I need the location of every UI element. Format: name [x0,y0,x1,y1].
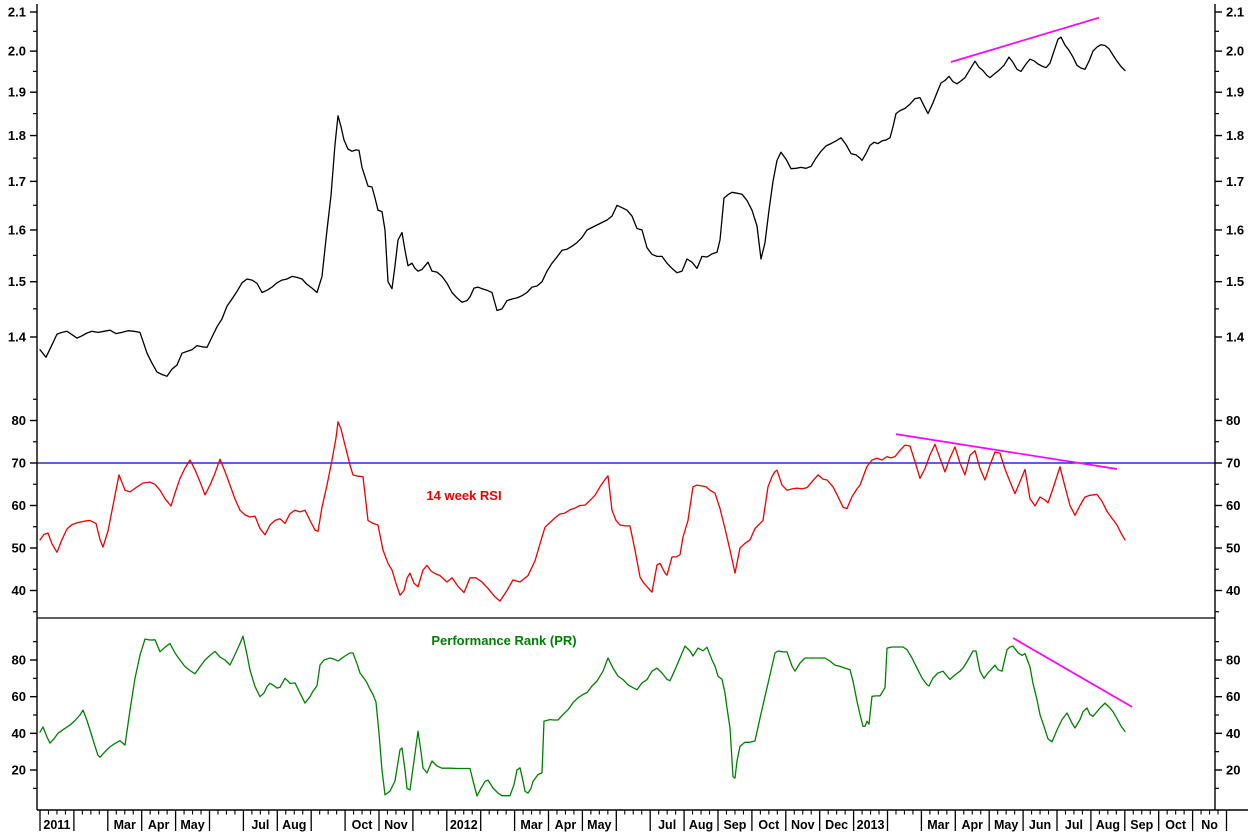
svg-text:80: 80 [12,413,26,428]
svg-text:80: 80 [1226,413,1240,428]
svg-text:2.0: 2.0 [8,44,26,59]
svg-text:70: 70 [1226,456,1240,471]
svg-text:1.7: 1.7 [1226,174,1244,189]
svg-text:Aug: Aug [1096,818,1120,832]
svg-text:Oct: Oct [1165,818,1187,832]
svg-text:1.7: 1.7 [8,174,26,189]
svg-text:14 week RSI: 14 week RSI [426,488,501,503]
svg-text:May: May [587,818,611,832]
svg-text:80: 80 [1226,653,1240,668]
svg-text:May: May [994,818,1018,832]
svg-text:80: 80 [12,653,26,668]
svg-text:60: 60 [1226,498,1240,513]
svg-text:1.4: 1.4 [8,329,27,344]
svg-text:Jul: Jul [251,818,269,832]
trendlines [895,16,1133,708]
svg-text:60: 60 [12,689,26,704]
series-rsi [39,421,1126,602]
svg-text:1.5: 1.5 [8,274,26,289]
svg-text:2.0: 2.0 [1226,44,1244,59]
svg-text:40: 40 [1226,583,1240,598]
svg-text:1.6: 1.6 [1226,222,1244,237]
svg-text:Nov: Nov [791,818,815,832]
svg-text:No: No [1201,818,1218,832]
svg-text:1.6: 1.6 [8,222,26,237]
series-price [39,36,1126,377]
svg-text:60: 60 [12,498,26,513]
svg-text:Jul: Jul [1065,818,1083,832]
x-axis-ticks [39,810,1228,831]
svg-text:20: 20 [1226,763,1240,778]
svg-text:Oct: Oct [758,818,780,832]
svg-text:Dec: Dec [825,818,848,832]
svg-text:Aug: Aug [282,818,306,832]
svg-text:Jul: Jul [658,818,676,832]
svg-text:Sep: Sep [1130,818,1153,832]
x-axis-labels: 2011 Mar Apr May Jul Aug Oct Nov 2012 Mar Apr May Ju… [43,818,1218,832]
svg-text:50: 50 [12,541,26,556]
svg-text:Performance Rank (PR): Performance Rank (PR) [431,633,576,648]
svg-text:Jun: Jun [1029,818,1051,832]
svg-text:1.4: 1.4 [1226,329,1245,344]
svg-text:1.9: 1.9 [8,85,26,100]
svg-text:40: 40 [1226,726,1240,741]
series-pr [39,635,1126,797]
svg-text:Mar: Mar [927,818,949,832]
svg-text:Apr: Apr [961,818,983,832]
svg-text:Aug: Aug [689,818,713,832]
svg-text:40: 40 [12,726,26,741]
svg-text:2.1: 2.1 [8,5,26,20]
svg-text:2.1: 2.1 [1226,5,1244,20]
svg-text:20: 20 [12,763,26,778]
svg-text:2013: 2013 [857,818,885,832]
svg-text:Apr: Apr [148,818,170,832]
svg-text:40: 40 [12,583,26,598]
svg-text:2011: 2011 [43,818,70,832]
svg-text:Oct: Oct [352,818,374,832]
svg-text:Nov: Nov [384,818,408,832]
svg-text:Apr: Apr [555,818,577,832]
axes [36,4,1248,811]
svg-text:70: 70 [12,456,26,471]
svg-text:Sep: Sep [723,818,746,832]
y-axis-ticks-labels: 1.4 1.4 1.5 1.5 1.6 1.6 1.7 1.7 1.8 1.8 1.9 1.9 2.0 2… [8,5,1245,789]
svg-text:Mar: Mar [520,818,542,832]
svg-text:1.9: 1.9 [1226,85,1244,100]
svg-text:1.8: 1.8 [8,128,26,143]
svg-text:60: 60 [1226,689,1240,704]
svg-text:2012: 2012 [450,818,478,832]
svg-text:May: May [180,818,204,832]
svg-text:1.8: 1.8 [1226,128,1244,143]
series-labels: 14 week RSI Performance Rank (PR) [426,488,576,648]
svg-text:50: 50 [1226,541,1240,556]
svg-text:Mar: Mar [114,818,136,832]
svg-text:1.5: 1.5 [1226,274,1244,289]
